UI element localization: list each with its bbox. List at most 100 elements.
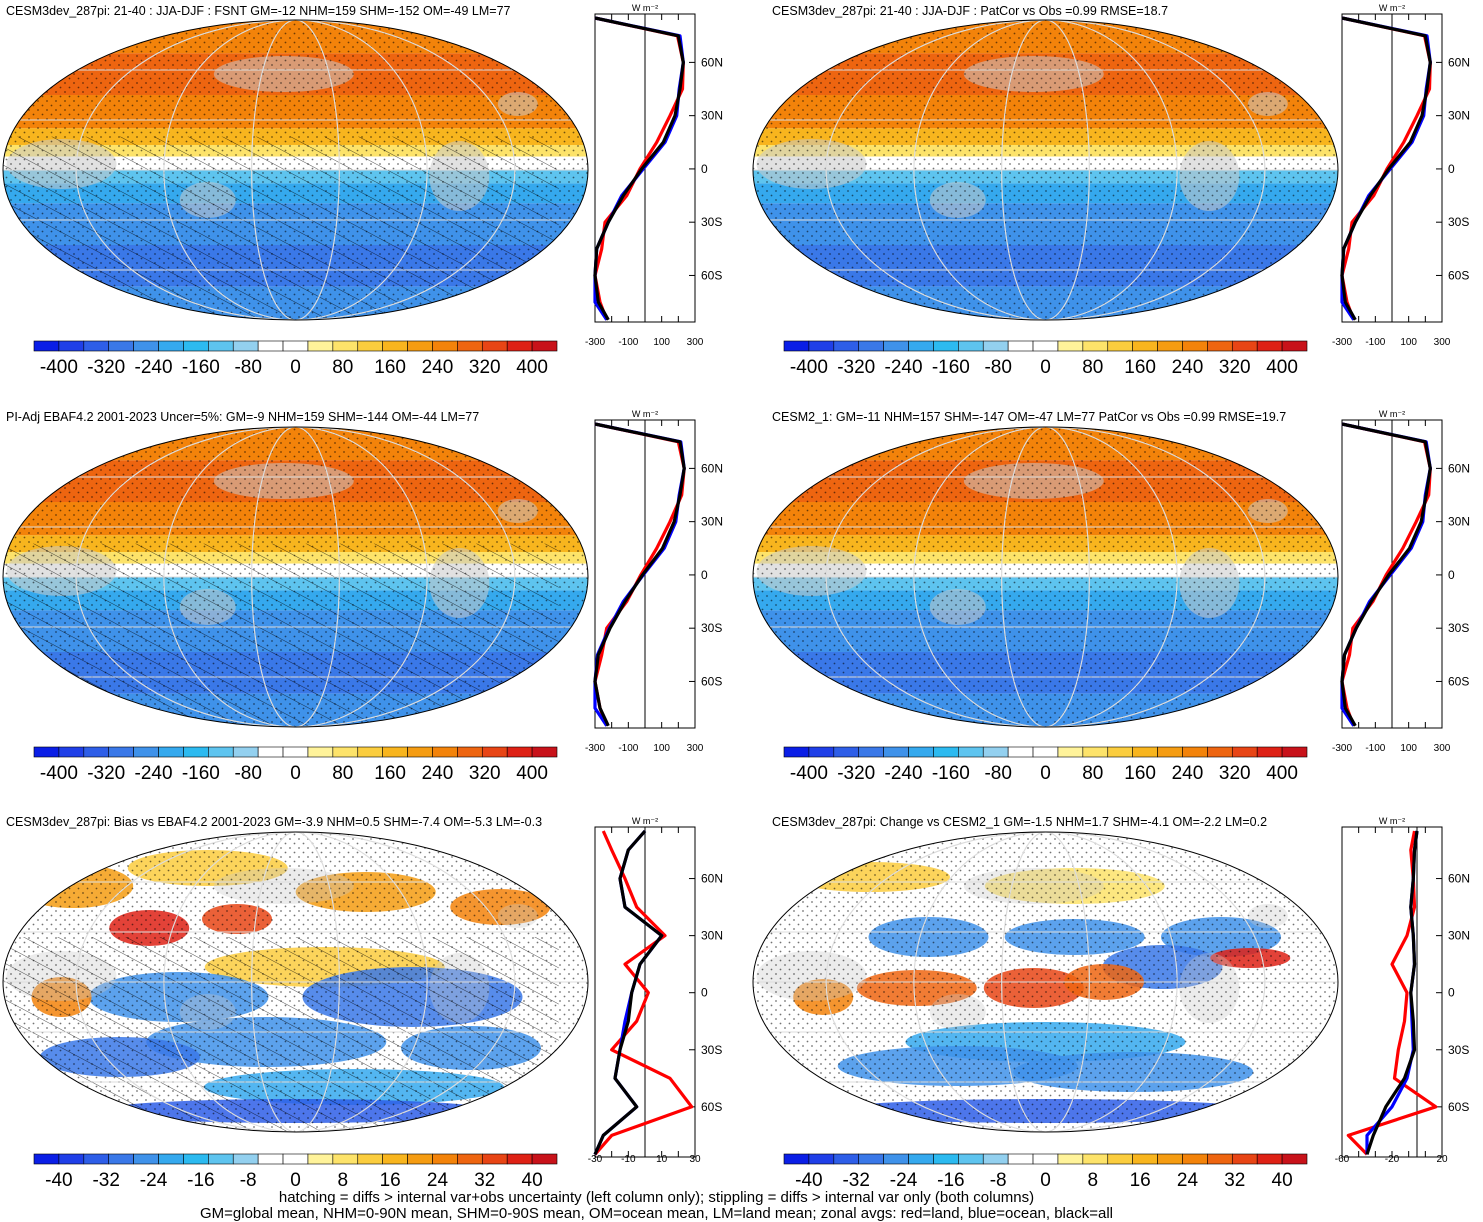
lat-label: 30N [701,109,723,123]
zonal-profile-frame [1341,826,1443,1158]
map-field [753,427,1338,727]
colorbar-swatch [457,340,483,352]
colorbar-swatch [1057,746,1084,758]
colorbar-swatch [208,340,234,352]
lat-label: 0 [701,986,708,1000]
colorbar-swatch [83,1153,110,1165]
colorbar-swatch [506,340,533,352]
colorbar-swatch [1157,1153,1183,1165]
graticule [3,427,588,727]
zonal-series-all [593,422,686,727]
colorbar-swatch [1231,340,1258,352]
colorbar-label: -80 [234,763,261,784]
profile-tick-label: 10 [656,1154,668,1165]
colorbar-swatch [108,340,134,352]
colorbar-label: -160 [182,357,220,378]
profile-tick-label: 100 [653,743,670,754]
colorbar-label: 160 [374,763,406,784]
colorbar-swatch [1132,1153,1158,1165]
panel-3: PI-Adj EBAF4.2 2001-2023 Uncer=5%: GM=-9… [2,409,723,784]
graticule [753,20,1338,320]
profile-tick-label: -100 [618,337,638,348]
colorbar-swatch [457,1153,483,1165]
colorbar-swatch [407,746,433,758]
lat-label: 60S [1448,268,1469,282]
colorbar-swatch [158,1153,184,1165]
lat-label: 60S [701,674,722,688]
colorbar-label: -400 [790,357,828,378]
colorbar-label: 240 [422,357,454,378]
colorbar-label: -80 [984,763,1011,784]
panel-4: CESM2_1: GM=-11 NHM=157 SHM=-147 OM=-47 … [752,409,1470,784]
colorbar-swatch [908,340,934,352]
colorbar-swatch [982,340,1009,352]
colorbar-label: 8 [1088,1170,1099,1191]
lat-label: 30N [1448,109,1470,123]
colorbar-label: 24 [1177,1170,1199,1191]
colorbar-swatch [1157,340,1183,352]
colorbar-swatch [481,1153,508,1165]
colorbar-label: 320 [1219,357,1251,378]
panel-title: CESM3dev_287pi: 21-40 : JJA-DJF : FSNT G… [6,4,511,18]
colorbar-swatch [257,746,284,758]
colorbar-label: -160 [182,763,220,784]
colorbar-label: -40 [45,1170,72,1191]
colorbar-label: 320 [1219,763,1251,784]
colorbar-label: -80 [984,357,1011,378]
colorbar-label: 240 [422,763,454,784]
colorbar-swatch [58,340,85,352]
map-border [752,19,1339,321]
colorbar-swatch [1082,746,1109,758]
panel-5: CESM3dev_287pi: Bias vs EBAF4.2 2001-202… [2,815,723,1191]
colorbar-swatch [783,1153,810,1165]
profile-tick-label: -300 [1332,337,1352,348]
colorbar-swatch [933,340,959,352]
profile-tick-label: 300 [687,337,704,348]
colorbar-swatch [133,1153,159,1165]
colorbar-swatch [1281,340,1308,352]
colorbar-swatch [183,746,209,758]
graticule [753,832,1338,1132]
colorbar-label: 80 [1082,357,1103,378]
lat-label: 30N [701,515,723,529]
graticule [3,20,588,320]
map-field [3,832,588,1132]
colorbar-swatch [307,1153,334,1165]
colorbar-swatch [332,746,359,758]
colorbar-swatch [1207,340,1233,352]
panel-1: CESM3dev_287pi: 21-40 : JJA-DJF : FSNT G… [2,3,723,378]
zonal-series-all [593,16,685,321]
colorbar-label: 80 [1082,763,1103,784]
colorbar-swatch [83,340,110,352]
colorbar-swatch [108,1153,134,1165]
colorbar-label: -320 [837,763,875,784]
colorbar-label: -80 [234,357,261,378]
colorbar-swatch [58,746,85,758]
zonal-series-land [593,830,694,1156]
colorbar-swatch [357,746,383,758]
panel-6: CESM3dev_287pi: Change vs CESM2_1 GM=-1.… [752,815,1470,1191]
profile-tick-label: -60 [1335,1154,1350,1165]
colorbar-swatch [1182,340,1208,352]
profile-tick-label: 100 [1400,743,1417,754]
colorbar-swatch [783,746,810,758]
colorbar-label: 240 [1172,763,1204,784]
colorbar-swatch [883,746,909,758]
lat-label: 60N [1448,872,1470,886]
profile-tick-label: 30 [689,1154,701,1165]
lat-label: 60N [701,55,723,69]
colorbar-swatch [1231,1153,1258,1165]
map-field [3,20,588,320]
colorbar-swatch [808,1153,835,1165]
panel-2: CESM3dev_287pi: 21-40 : JJA-DJF : PatCor… [752,3,1470,378]
colorbar-swatch [1057,340,1084,352]
colorbar-swatch [883,1153,909,1165]
colorbar-swatch [432,746,458,758]
lat-label: 0 [1448,568,1455,582]
colorbar-label: -8 [240,1170,257,1191]
unit-label: W m⁻² [632,816,658,826]
colorbar-swatch [432,1153,458,1165]
unit-label: W m⁻² [1379,816,1405,826]
colorbar-swatch [531,746,558,758]
profile-tick-label: -300 [585,743,605,754]
